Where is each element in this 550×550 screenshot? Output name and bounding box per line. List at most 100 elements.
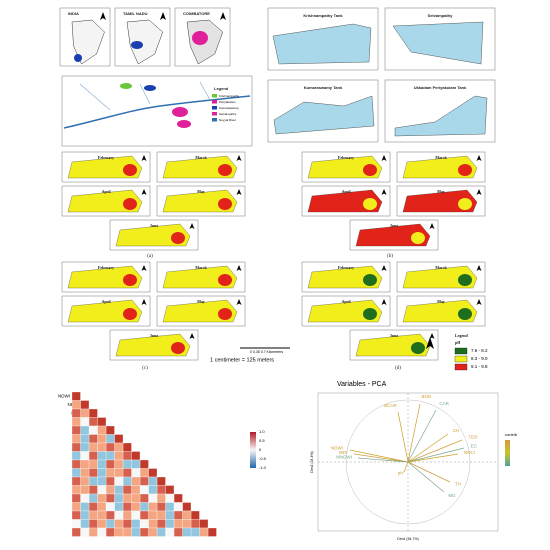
pca-arrow: [407, 439, 463, 463]
month-label: February: [338, 155, 354, 160]
heatmap-cell: [114, 527, 124, 537]
heatmap-cell: [190, 527, 200, 537]
heatmap-cell: [122, 468, 132, 478]
north-arrow: [160, 12, 166, 20]
heatmap-cell: [80, 502, 90, 512]
water-body: [67, 155, 143, 179]
zone: [123, 198, 137, 210]
month-label: March: [435, 265, 447, 270]
north-arrow: [429, 223, 435, 229]
heatmap-cell: [131, 510, 141, 520]
heatmap-cell: [80, 425, 90, 435]
colorbar-label: 0: [259, 447, 262, 452]
zone: [363, 198, 377, 210]
heatmap-cell: [88, 451, 98, 461]
panel-label: (d): [395, 366, 401, 371]
north-arrow: [426, 337, 434, 349]
water-body: [307, 155, 383, 179]
month-label: May: [437, 189, 445, 194]
colorbar: [250, 432, 256, 468]
pca-var-label: NDWI: [331, 446, 343, 451]
zone: [123, 164, 137, 176]
water-body: [402, 155, 478, 179]
heatmap-cell: [71, 425, 81, 435]
tank: [144, 85, 156, 91]
zone: [171, 342, 185, 354]
month-label: May: [437, 299, 445, 304]
heatmap-cell: [148, 493, 158, 503]
heatmap-cell: [156, 493, 166, 503]
water-body: [355, 333, 431, 357]
north-arrow: [189, 223, 195, 229]
pca-arrow: [403, 461, 409, 473]
heatmap-cell: [80, 519, 90, 529]
heatmap-cell: [139, 527, 149, 537]
heatmap-cell: [165, 519, 175, 529]
pca-var-label: BCAR: [384, 403, 397, 408]
heatmap-cell: [156, 502, 166, 512]
heatmap-cell: [156, 485, 166, 495]
heatmap-cell: [105, 468, 115, 478]
region-shape: [126, 19, 164, 65]
heatmap-cell: [97, 459, 107, 469]
panel-label: (c): [142, 366, 148, 371]
scale-note: 1 centimeter = 125 meters: [210, 357, 274, 363]
water-body: [307, 265, 383, 289]
heatmap-cell: [156, 519, 166, 529]
heatmap-cell: [148, 468, 158, 478]
heatmap-cell: [148, 485, 158, 495]
pca-var-label: BOD: [421, 394, 432, 399]
zone: [363, 164, 377, 176]
water-body: [355, 223, 431, 247]
heatmap-cell: [97, 519, 107, 529]
panel-label: (a): [147, 254, 153, 259]
heatmap-cell: [165, 527, 175, 537]
heatmap-cell: [131, 451, 141, 461]
zone: [458, 308, 472, 320]
heatmap-cell: [148, 510, 158, 520]
heatmap-cell: [131, 519, 141, 529]
heatmap-cell: [88, 442, 98, 452]
colorbar-label: -0.5: [259, 456, 267, 461]
month-label: March: [195, 155, 207, 160]
zone: [218, 164, 232, 176]
heatmap-cell: [114, 493, 124, 503]
north-arrow: [141, 299, 147, 305]
heatmap-cell: [199, 519, 209, 529]
colorbar-label: 0.5: [259, 438, 265, 443]
pca-arrow: [397, 411, 409, 463]
zone: [411, 232, 425, 244]
north-arrow: [236, 155, 242, 161]
zone: [123, 274, 137, 286]
heatmap-cell: [114, 510, 124, 520]
pca-var-label: MNDWI: [336, 455, 352, 460]
heatmap-cell: [105, 519, 115, 529]
pca-arrow: [407, 409, 437, 463]
heatmap-cell: [131, 468, 141, 478]
month-label: April: [341, 189, 351, 194]
north-arrow: [476, 299, 482, 305]
heatmap-cell: [97, 485, 107, 495]
region-shape: [71, 19, 105, 65]
heatmap-cell: [105, 485, 115, 495]
heatmap-cell: [114, 502, 124, 512]
heatmap-cell: [139, 468, 149, 478]
pca-var-label: CAR: [439, 401, 449, 406]
scale-bar: 0 0.35 0.7 Kilometers: [250, 350, 283, 354]
heatmap-cell: [97, 434, 107, 444]
heatmap-cell: [80, 493, 90, 503]
zone: [458, 164, 472, 176]
water-body: [162, 155, 238, 179]
heatmap-cell: [105, 527, 115, 537]
heatmap-cell: [71, 502, 81, 512]
zone: [458, 274, 472, 286]
legend-label: Periyakulam: [219, 100, 236, 104]
heatmap-cell: [122, 502, 132, 512]
north-arrow: [429, 333, 435, 339]
tank-title: Ukkadam Periyakulam Tank: [414, 85, 467, 90]
pca-var-label: WRI: [339, 450, 348, 455]
contrib-legend-title: contrib: [505, 432, 518, 437]
water-body: [67, 299, 143, 323]
heatmap-cell: [88, 434, 98, 444]
water-body: [307, 299, 383, 323]
